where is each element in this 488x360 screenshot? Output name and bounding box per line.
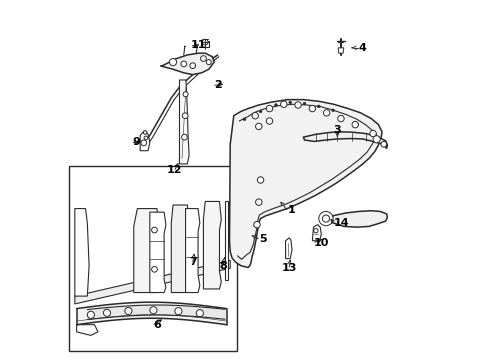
Circle shape bbox=[189, 63, 195, 68]
Text: 10: 10 bbox=[313, 238, 329, 248]
Text: 1: 1 bbox=[287, 205, 295, 215]
Polygon shape bbox=[203, 202, 221, 289]
Text: 8: 8 bbox=[219, 261, 226, 271]
Circle shape bbox=[149, 307, 157, 314]
Polygon shape bbox=[77, 325, 98, 336]
Circle shape bbox=[200, 56, 206, 62]
Polygon shape bbox=[160, 53, 214, 75]
Polygon shape bbox=[149, 212, 165, 293]
Circle shape bbox=[317, 105, 320, 108]
Circle shape bbox=[103, 309, 110, 316]
Text: 12: 12 bbox=[167, 165, 182, 175]
Circle shape bbox=[141, 140, 146, 146]
Polygon shape bbox=[229, 100, 381, 267]
Circle shape bbox=[318, 211, 332, 226]
Polygon shape bbox=[330, 211, 386, 227]
Circle shape bbox=[257, 177, 263, 183]
Circle shape bbox=[259, 110, 262, 113]
Bar bbox=[69, 166, 237, 351]
Circle shape bbox=[182, 113, 188, 118]
Circle shape bbox=[303, 102, 305, 105]
Circle shape bbox=[253, 221, 260, 228]
Circle shape bbox=[206, 60, 211, 64]
Polygon shape bbox=[185, 208, 200, 293]
Circle shape bbox=[251, 112, 258, 119]
Circle shape bbox=[274, 104, 277, 107]
Polygon shape bbox=[224, 202, 228, 280]
Circle shape bbox=[202, 39, 207, 45]
Circle shape bbox=[87, 311, 94, 318]
Circle shape bbox=[266, 105, 272, 112]
Circle shape bbox=[323, 110, 329, 116]
Text: 2: 2 bbox=[214, 80, 222, 90]
Polygon shape bbox=[303, 132, 386, 149]
Circle shape bbox=[181, 134, 187, 140]
Text: 11: 11 bbox=[190, 40, 206, 50]
Circle shape bbox=[175, 307, 182, 315]
Polygon shape bbox=[171, 205, 189, 293]
Circle shape bbox=[313, 229, 317, 233]
Polygon shape bbox=[75, 260, 230, 304]
Circle shape bbox=[169, 59, 176, 66]
Circle shape bbox=[331, 109, 334, 112]
Circle shape bbox=[196, 310, 203, 317]
Circle shape bbox=[243, 118, 245, 121]
Polygon shape bbox=[75, 208, 89, 296]
Circle shape bbox=[255, 199, 262, 205]
Circle shape bbox=[143, 131, 147, 134]
Circle shape bbox=[351, 121, 358, 128]
Polygon shape bbox=[285, 238, 291, 258]
Text: 7: 7 bbox=[188, 257, 196, 267]
Polygon shape bbox=[201, 41, 208, 47]
Text: 5: 5 bbox=[258, 234, 266, 244]
Circle shape bbox=[183, 92, 188, 97]
Text: 13: 13 bbox=[281, 262, 296, 273]
Polygon shape bbox=[337, 48, 343, 53]
Circle shape bbox=[151, 227, 157, 233]
Circle shape bbox=[372, 136, 380, 143]
Polygon shape bbox=[312, 225, 321, 241]
Text: 6: 6 bbox=[153, 320, 161, 330]
Circle shape bbox=[280, 101, 286, 108]
Text: 4: 4 bbox=[358, 43, 366, 53]
Circle shape bbox=[255, 123, 262, 130]
Text: 9: 9 bbox=[132, 138, 140, 148]
Circle shape bbox=[308, 105, 315, 112]
Polygon shape bbox=[179, 80, 189, 164]
Circle shape bbox=[181, 61, 186, 67]
Circle shape bbox=[380, 141, 386, 147]
Circle shape bbox=[294, 102, 301, 108]
Circle shape bbox=[151, 266, 157, 272]
Polygon shape bbox=[140, 131, 149, 151]
Circle shape bbox=[144, 136, 147, 140]
Circle shape bbox=[288, 101, 291, 104]
Circle shape bbox=[337, 115, 344, 122]
Circle shape bbox=[369, 130, 376, 137]
Text: 3: 3 bbox=[333, 125, 341, 135]
Circle shape bbox=[266, 118, 272, 124]
Circle shape bbox=[322, 215, 329, 222]
Circle shape bbox=[124, 307, 132, 315]
Polygon shape bbox=[134, 208, 159, 293]
Text: 14: 14 bbox=[333, 218, 349, 228]
